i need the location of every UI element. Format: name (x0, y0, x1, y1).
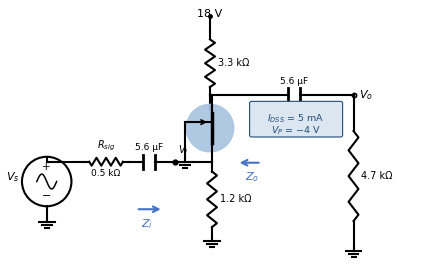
Text: 18 V: 18 V (198, 9, 222, 19)
Text: −: − (42, 191, 52, 201)
Text: 3.3 kΩ: 3.3 kΩ (218, 58, 249, 68)
Text: 5.6 μF: 5.6 μF (280, 76, 308, 86)
Text: $I_{DSS}$ = 5 mA: $I_{DSS}$ = 5 mA (267, 112, 325, 125)
Text: $Z_o$: $Z_o$ (245, 171, 259, 184)
Text: +: + (42, 162, 51, 172)
Text: $V_i$: $V_i$ (179, 143, 189, 157)
Text: $R_{sig}$: $R_{sig}$ (97, 139, 115, 153)
Text: $V_s$: $V_s$ (5, 171, 19, 184)
FancyBboxPatch shape (250, 101, 343, 137)
Text: $V_o$: $V_o$ (360, 89, 374, 102)
Text: $Z_i$: $Z_i$ (141, 217, 153, 231)
Text: 4.7 kΩ: 4.7 kΩ (361, 171, 393, 181)
Text: 0.5 kΩ: 0.5 kΩ (91, 169, 121, 178)
Text: 5.6 μF: 5.6 μF (135, 143, 163, 152)
Text: 1.2 kΩ: 1.2 kΩ (220, 194, 251, 204)
Text: $V_P$ = −4 V: $V_P$ = −4 V (271, 124, 321, 137)
Circle shape (186, 104, 234, 152)
